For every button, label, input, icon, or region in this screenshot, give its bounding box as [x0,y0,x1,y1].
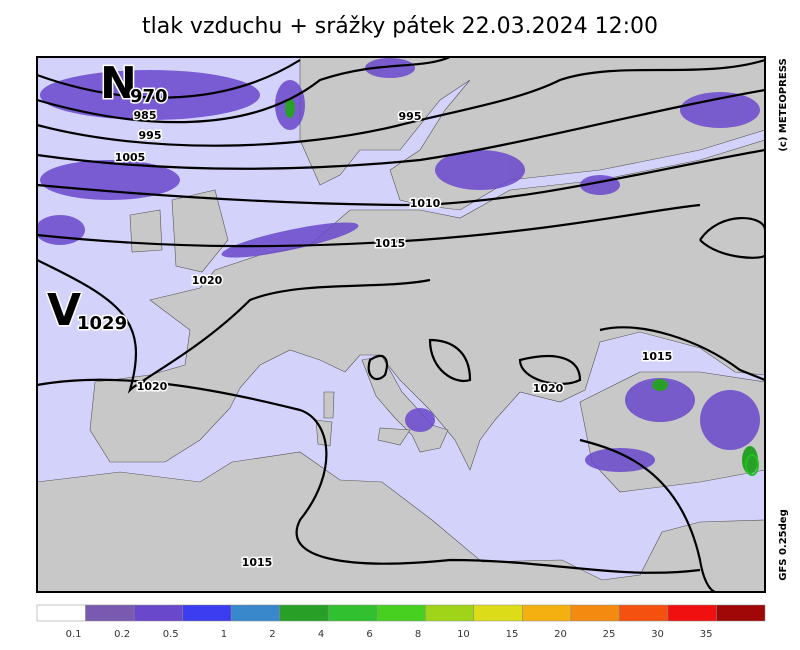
legend-swatch [425,604,475,622]
isobar-labels: 985 995 995 1005 1010 1015 1020 1020 1015 1020 101… [113,108,674,571]
legend-label: 6 [366,629,372,640]
legend: 0.1 0.2 0.5 1 2 4 6 8 10 15 20 25 30 35 [36,604,766,640]
legend-label: 8 [415,629,421,640]
legend-swatch [133,604,183,622]
isobar-label: 1020 [533,382,564,395]
legend-label: 10 [457,629,470,640]
isobar-label: 1010 [410,197,441,210]
legend-swatch [376,604,426,622]
isobar-label: 1015 [642,350,673,363]
legend-swatch [473,604,523,622]
legend-swatch [716,604,766,622]
center-letter: V [47,285,81,336]
legend-swatch [36,604,86,622]
legend-label: 0.1 [66,629,82,640]
center-value: 970 [130,86,168,107]
legend-swatch [522,604,572,622]
center-letter: N [100,58,137,109]
legend-label: 4 [318,629,324,640]
legend-label: 25 [603,629,616,640]
legend-label: 15 [506,629,519,640]
map-area: 985 995 995 1005 1010 1015 1020 1020 1015 1020 101… [37,57,765,592]
legend-swatch [279,604,329,622]
legend-swatch [230,604,280,622]
credit: (c) METEOPRESS [778,58,789,151]
legend-label: 30 [651,629,664,640]
legend-swatch [327,604,377,622]
isobar-label: 995 [139,129,162,142]
isobar-center [745,454,759,476]
isobar-label: 1020 [192,274,223,287]
legend-label: 20 [554,629,567,640]
precipitation [37,58,760,472]
legend-swatch [570,604,620,622]
center-value: 1029 [77,313,127,334]
legend-swatch [182,604,232,622]
isobar-label: 1020 [137,380,168,393]
isobar-label: 1015 [375,237,406,250]
legend-swatch [85,604,135,622]
isobar-label: 1005 [115,151,146,164]
map-title: tlak vzduchu + srážky pátek 22.03.2024 1… [142,14,658,39]
legend-label: 35 [700,629,713,640]
model-label: GFS 0.25deg [778,509,789,581]
legend-label: 1 [221,629,227,640]
map-frame [36,56,766,593]
isobar-label: 985 [134,109,157,122]
legend-label: 0.2 [114,629,130,640]
legend-label: 2 [269,629,275,640]
isobars [37,57,765,592]
legend-swatch [619,604,669,622]
isobar-label: 995 [399,110,422,123]
isobar-label: 1015 [242,556,273,569]
legend-label: 0.5 [163,629,179,640]
legend-swatch [667,604,717,622]
